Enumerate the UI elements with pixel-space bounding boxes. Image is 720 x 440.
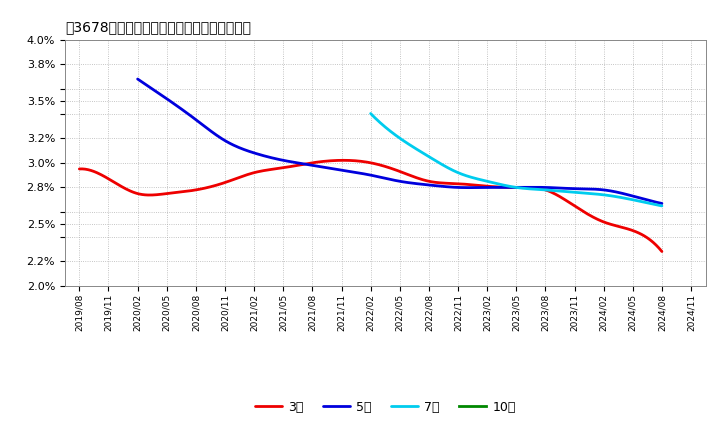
7年 — [578, 191, 587, 196]
7年 — [462, 173, 470, 178]
5年 — [133, 77, 142, 82]
3年 — [497, 184, 505, 190]
Line: 7年: 7年 — [371, 114, 662, 206]
3年 — [339, 158, 348, 163]
3年 — [657, 249, 666, 254]
5年 — [514, 185, 523, 190]
Line: 5年: 5年 — [138, 79, 662, 203]
Text: ［3678］　経常利益マージンの平均値の推移: ［3678］ 経常利益マージンの平均値の推移 — [65, 20, 251, 34]
3年 — [443, 181, 451, 186]
3年 — [145, 192, 154, 198]
5年 — [512, 185, 521, 190]
3年 — [75, 166, 84, 172]
Legend: 3年, 5年, 7年, 10年: 3年, 5年, 7年, 10年 — [250, 396, 521, 419]
3年 — [500, 185, 508, 190]
3年 — [306, 161, 315, 166]
3年 — [265, 167, 274, 172]
7年 — [401, 139, 410, 145]
7年 — [482, 178, 490, 183]
5年 — [304, 162, 312, 167]
5年 — [463, 185, 472, 190]
5年 — [657, 201, 666, 206]
7年 — [549, 188, 558, 193]
5年 — [197, 121, 205, 126]
5年 — [341, 168, 349, 173]
7年 — [366, 111, 375, 116]
7年 — [657, 203, 666, 209]
Line: 3年: 3年 — [79, 160, 662, 252]
7年 — [577, 190, 585, 195]
